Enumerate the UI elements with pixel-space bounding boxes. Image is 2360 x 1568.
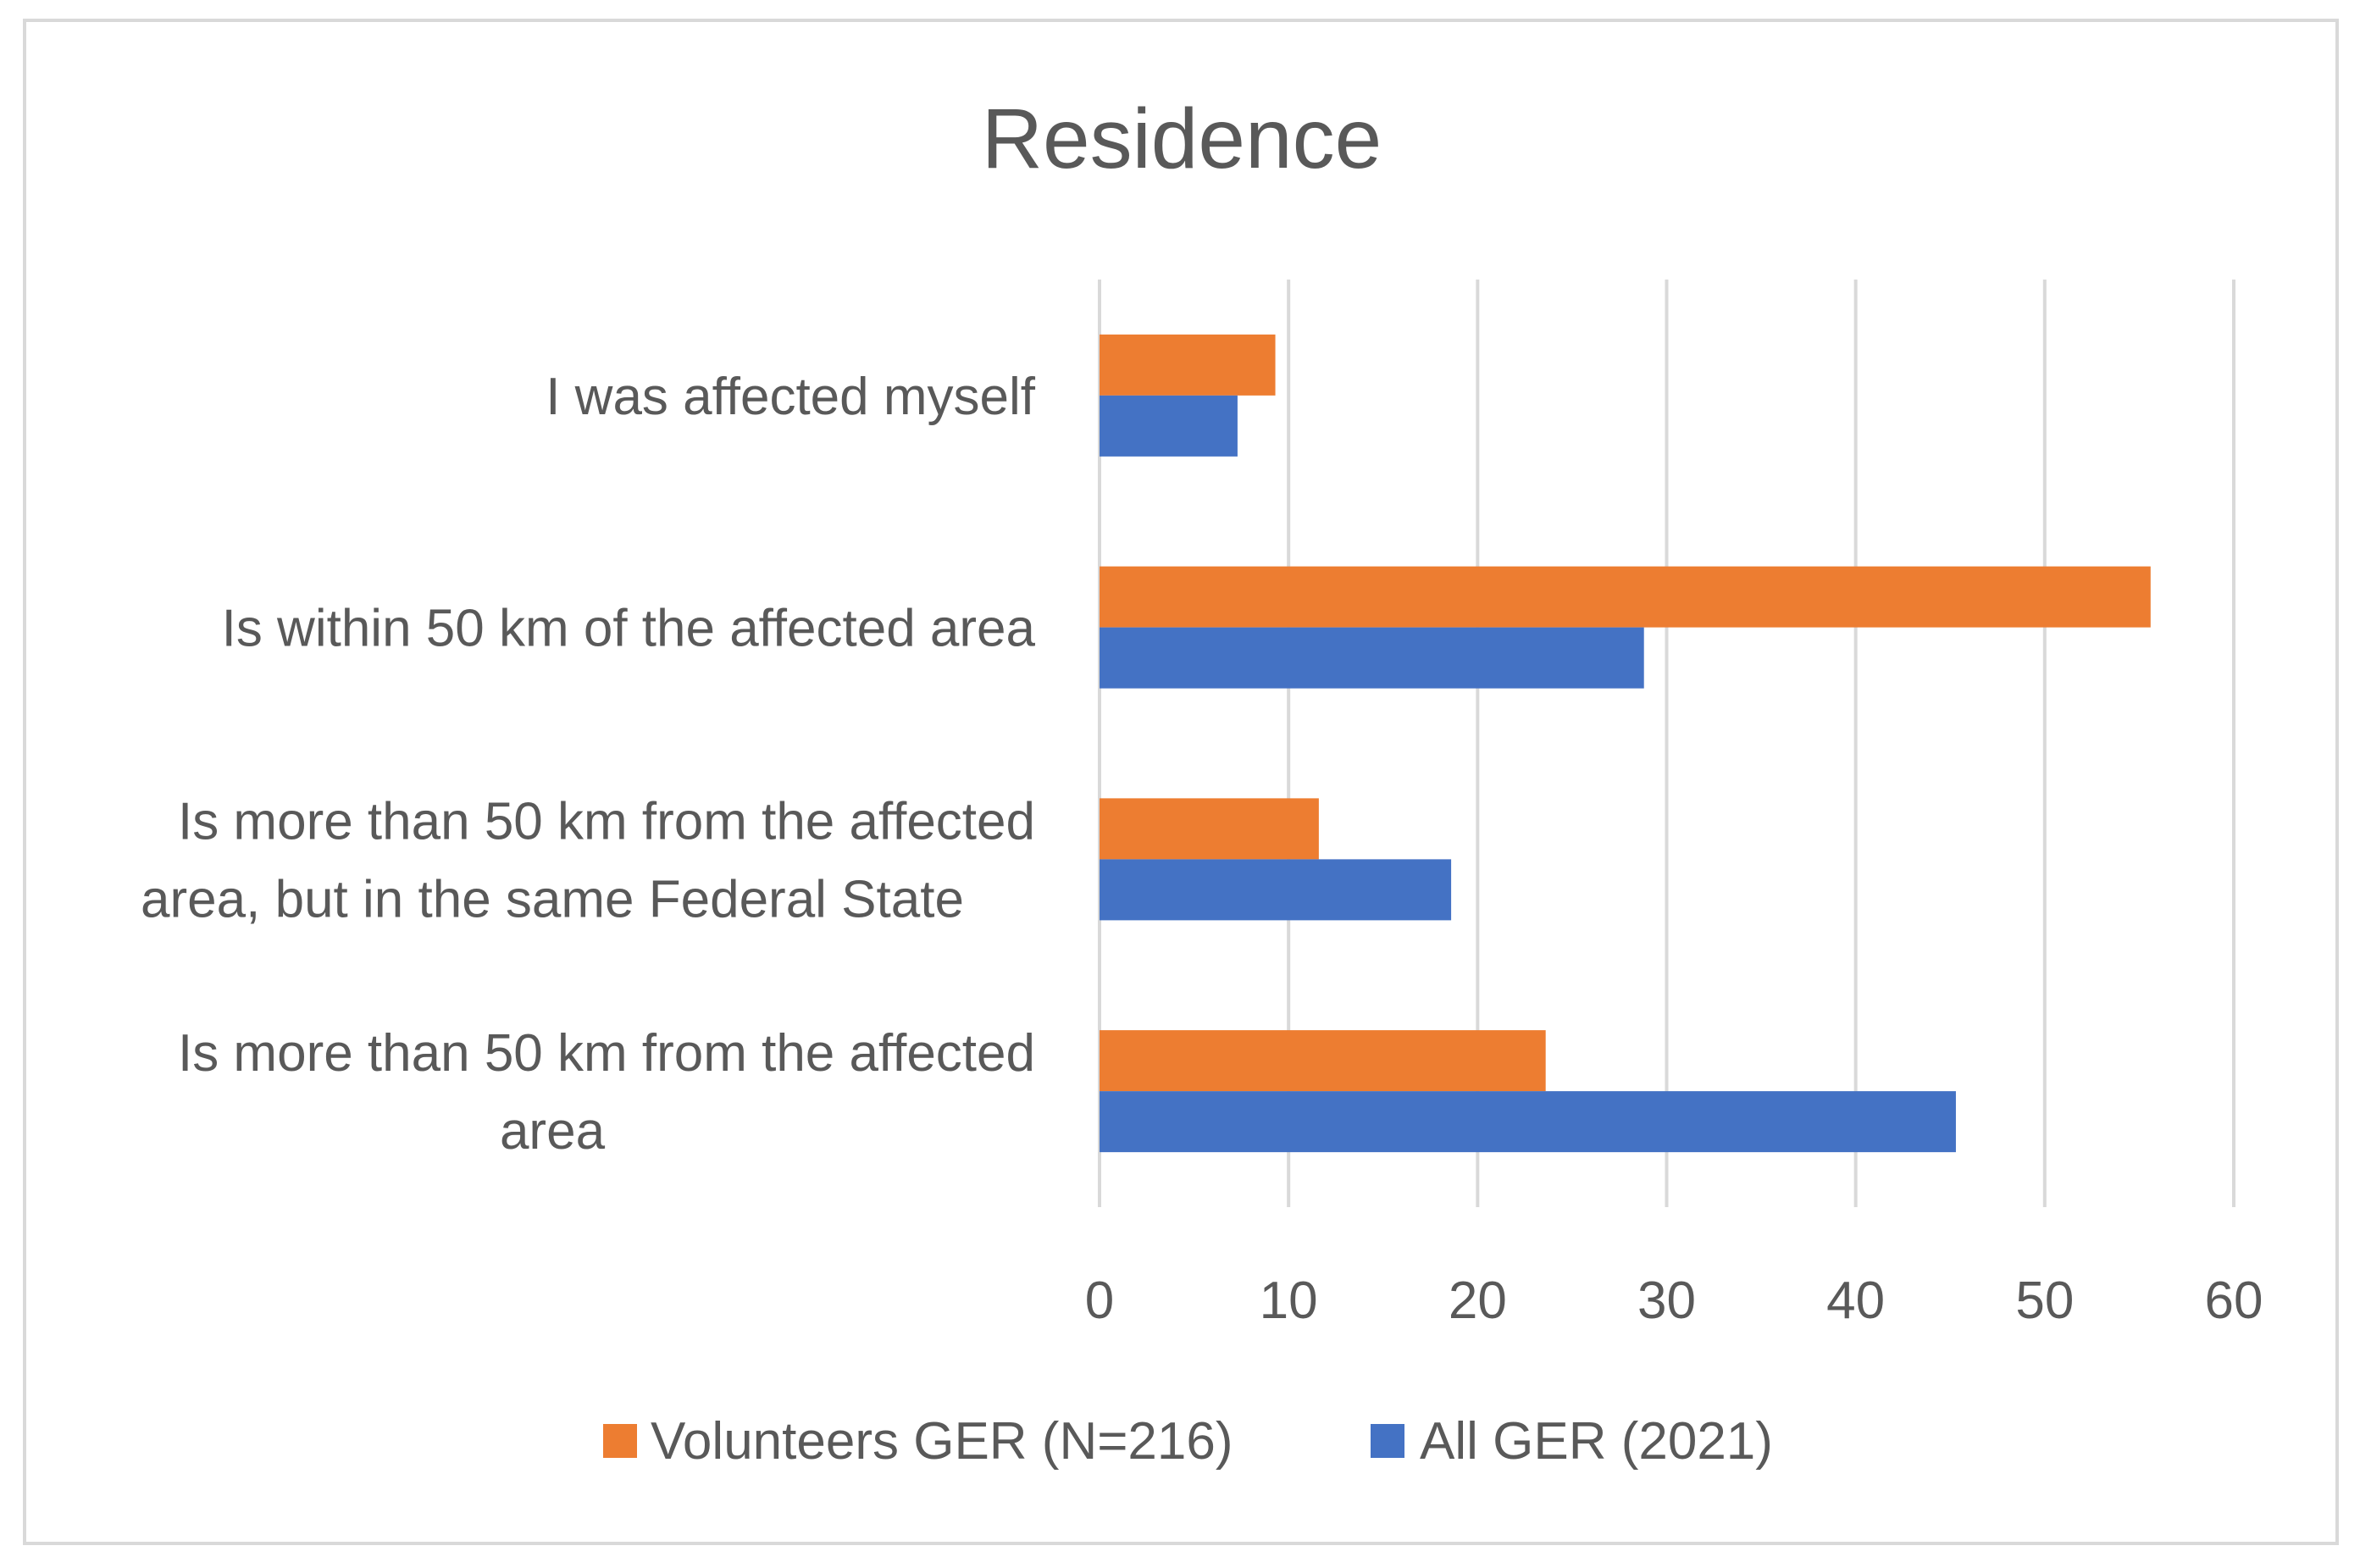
category-label-0-line-0: I was affected myself — [546, 368, 1036, 426]
gridlines — [1098, 280, 2235, 1207]
legend-swatch-all-ger — [1371, 1424, 1404, 1458]
category-label-2-line-1: area, but in the same Federal State — [141, 870, 964, 928]
bar-volunteers-0 — [1100, 334, 1276, 396]
category-label-1-line-0: Is within 50 km of the affected area — [222, 600, 1036, 658]
x-tick-label-60: 60 — [2205, 1272, 2263, 1330]
bar-all-ger-1 — [1100, 627, 1644, 689]
category-label-2-line-0: Is more than 50 km from the affected — [178, 792, 1035, 850]
category-label-3-line-0: Is more than 50 km from the affected — [178, 1024, 1035, 1083]
legend: Volunteers GER (N=216) All GER (2021) — [603, 1412, 1773, 1471]
bar-volunteers-2 — [1100, 798, 1319, 860]
bar-volunteers-3 — [1100, 1030, 1546, 1092]
chart-title: Residence — [982, 91, 1382, 186]
bar-all-ger-0 — [1100, 395, 1238, 457]
x-tick-label-40: 40 — [1826, 1272, 1885, 1330]
bar-volunteers-1 — [1100, 566, 2151, 628]
legend-label-all-ger: All GER (2021) — [1420, 1412, 1773, 1471]
legend-label-volunteers: Volunteers GER (N=216) — [651, 1412, 1233, 1471]
x-tick-label-10: 10 — [1260, 1272, 1318, 1330]
x-tick-label-0: 0 — [1085, 1272, 1114, 1330]
bars — [1100, 334, 2151, 1153]
category-label-3-line-1: area — [500, 1102, 606, 1161]
x-tick-label-30: 30 — [1637, 1272, 1696, 1330]
x-tick-labels: 0 10 20 30 40 50 60 — [1085, 1272, 2263, 1330]
chart-border — [23, 19, 2339, 1545]
x-tick-label-50: 50 — [2015, 1272, 2074, 1330]
x-tick-label-20: 20 — [1449, 1272, 1507, 1330]
category-labels: I was affected myself Is within 50 km of … — [141, 368, 1036, 1161]
legend-swatch-volunteers — [603, 1424, 637, 1458]
bar-all-ger-3 — [1100, 1091, 1956, 1153]
bar-all-ger-2 — [1100, 859, 1452, 921]
